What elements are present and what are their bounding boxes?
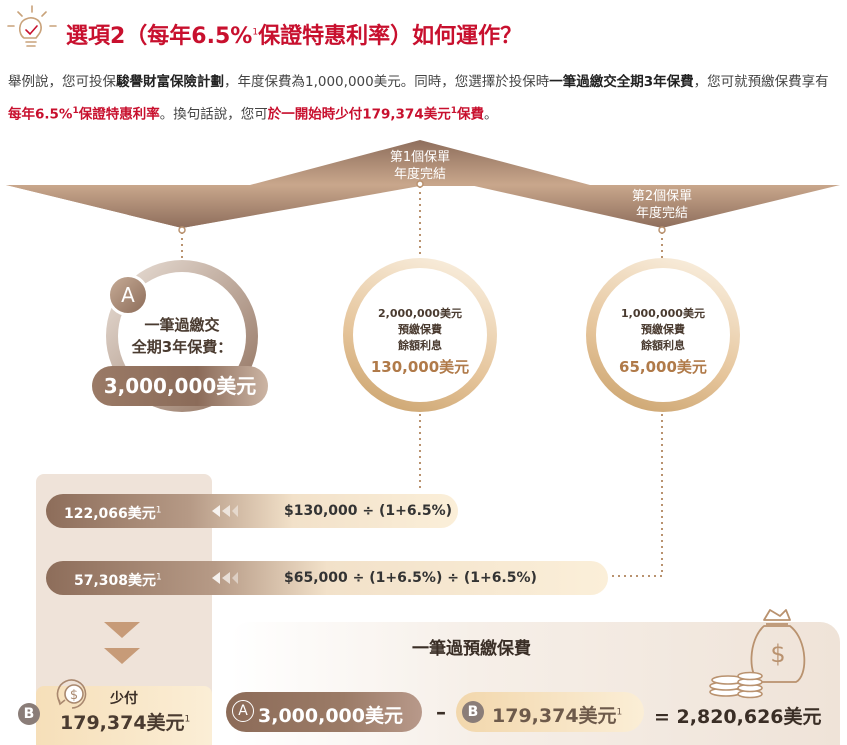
badge-b: B	[18, 703, 40, 725]
intro-paragraph: 舉例說，您可投保駿譽財富保險計劃，年度保費為1,000,000美元。同時，您選擇…	[8, 74, 829, 123]
banner-year1-label: 第1個保單 年度完結	[389, 150, 451, 182]
minus-sign: –	[436, 700, 446, 724]
summary-title: 一筆過預繳保費	[412, 639, 531, 659]
circle-3-label: 1,000,000美元 預繳保費 餘額利息	[621, 307, 705, 352]
box-b-amount: 179,374美元1	[60, 712, 191, 734]
summary-result: = 2,820,626美元	[654, 706, 822, 728]
circle-2: 2,000,000美元 預繳保費 餘額利息 130,000美元	[343, 258, 497, 412]
row-1-formula: $130,000 ÷ (1+6.5%)	[284, 503, 453, 519]
row-2-value: 57,308美元1	[74, 572, 162, 589]
summary-b-amount: 179,374美元1	[492, 705, 623, 727]
box-b-label: 少付	[110, 691, 138, 707]
circle-3: 1,000,000美元 預繳保費 餘額利息 65,000美元	[586, 258, 740, 412]
badge-a: A	[107, 274, 149, 316]
circle-a-label: 一筆過繳交 全期3年保費：	[131, 316, 233, 356]
summary-b-pill	[456, 692, 644, 732]
page-title: 選項2（每年6.5%1保證特惠利率）如何運作？	[66, 24, 523, 49]
badge-a-letter: A	[121, 283, 135, 307]
money-bag-icon: $	[740, 606, 810, 694]
svg-text:$: $	[70, 688, 78, 703]
banner-diagram	[6, 140, 840, 577]
svg-text:$: $	[770, 640, 785, 668]
row-2-bar	[46, 561, 608, 595]
double-arrow-left-icon	[208, 570, 238, 590]
row-2-formula: $65,000 ÷ (1+6.5%) ÷ (1+6.5%)	[284, 570, 537, 586]
dollar-coin-icon: $	[50, 672, 94, 720]
circle-3-amount: 65,000美元	[619, 358, 707, 376]
coin-stack-icon	[706, 660, 766, 704]
summary-b-badge: B	[462, 701, 484, 723]
row-1-bar	[46, 494, 458, 528]
banner-year2-label: 第2個保單 年度完結	[631, 189, 693, 221]
lightbulb-icon	[4, 4, 60, 54]
circle-2-amount: 130,000美元	[370, 358, 470, 376]
summary-a-pill	[226, 692, 422, 732]
chevron-down-icon	[102, 620, 142, 674]
row-1-value: 122,066美元1	[64, 505, 162, 522]
summary-a-badge: A	[232, 700, 254, 722]
summary-a-amount: 3,000,000美元	[258, 705, 403, 727]
circle-a-amount: 3,000,000美元	[92, 366, 268, 406]
circle-2-label: 2,000,000美元 預繳保費 餘額利息	[378, 307, 462, 352]
double-arrow-left-icon	[208, 503, 238, 523]
